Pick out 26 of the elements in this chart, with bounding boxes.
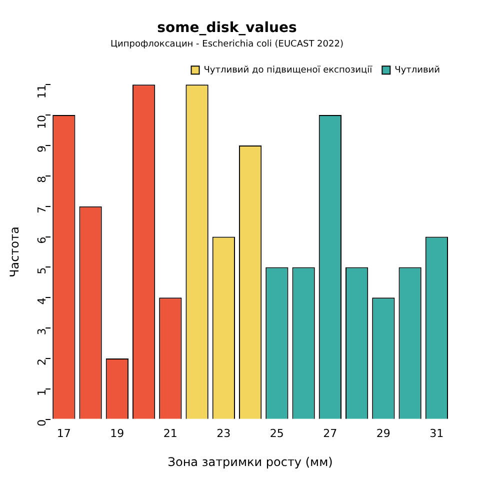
y-tick-label: 5 xyxy=(35,267,48,274)
y-tick-label: 11 xyxy=(35,84,48,99)
y-axis-title: Частота xyxy=(7,226,22,278)
chart-subtitle: Ципрофлоксацин - Escherichia coli (EUCAST 2022) xyxy=(110,40,344,50)
chart-title: some_disk_values xyxy=(157,20,297,36)
x-tick-label: 23 xyxy=(216,426,231,440)
y-tick-label: 3 xyxy=(35,328,48,336)
legend-label: Чутливий до підвищеної експозиції xyxy=(204,65,373,76)
y-tick-label: 8 xyxy=(35,176,48,183)
y-tick-label: 2 xyxy=(35,358,48,366)
x-tick-label: 21 xyxy=(163,426,178,440)
x-tick-label: 19 xyxy=(110,426,124,440)
legend-label: Чутливий xyxy=(394,65,440,76)
y-tick-label: 10 xyxy=(35,115,48,130)
x-tick-label: 31 xyxy=(430,426,444,440)
y-tick-label: 4 xyxy=(35,298,48,305)
y-tick-label: 9 xyxy=(35,145,48,152)
y-tick-label: 0 xyxy=(35,419,48,426)
x-tick-label: 25 xyxy=(270,426,284,440)
x-tick-label: 17 xyxy=(56,426,71,440)
y-tick-label: 7 xyxy=(35,206,48,214)
y-tick-label: 6 xyxy=(35,236,48,244)
x-tick-label: 27 xyxy=(323,426,338,440)
x-axis-title: Зона затримки росту (мм) xyxy=(168,454,333,469)
y-tick-label: 1 xyxy=(35,388,48,396)
x-tick-label: 29 xyxy=(376,426,390,440)
